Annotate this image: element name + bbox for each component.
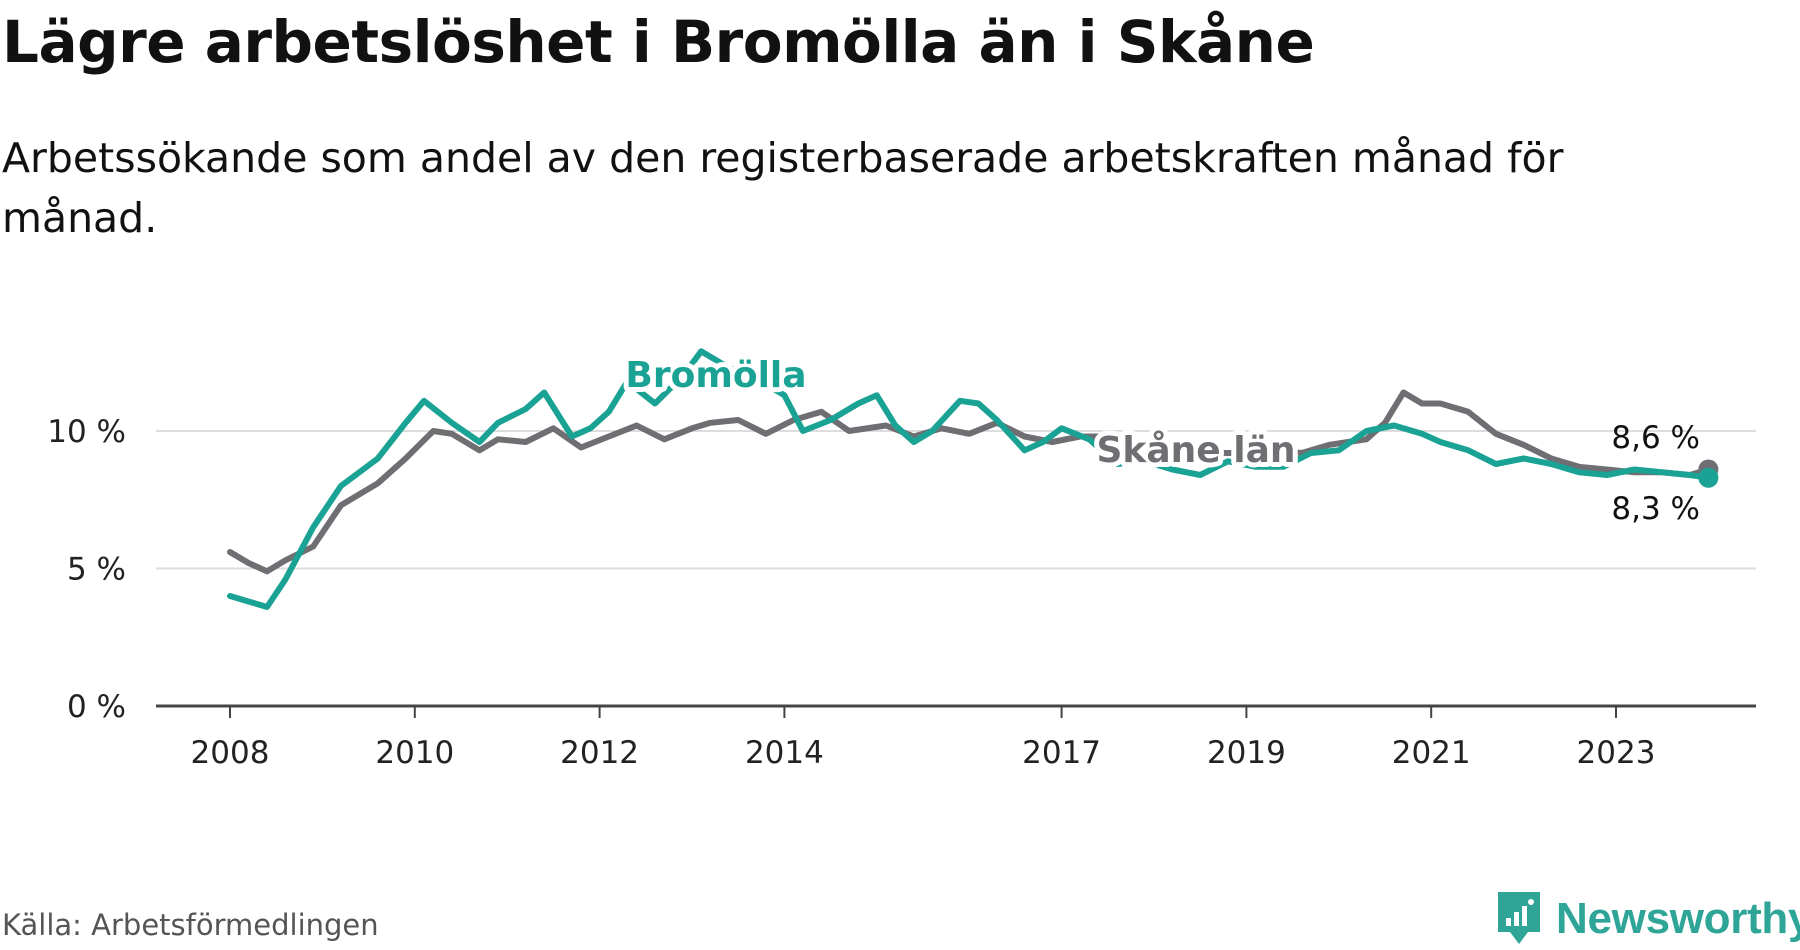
x-axis [156, 704, 1756, 718]
gridlines [156, 430, 1756, 570]
end-value-label-skane: 8,6 % [1611, 420, 1700, 456]
end-value-label-bromolla: 8,3 % [1611, 491, 1700, 527]
y-tick-label: 5 % [67, 552, 126, 588]
x-tick-label: 2012 [560, 735, 639, 771]
source-note: Källa: Arbetsförmedlingen [2, 908, 379, 942]
series-line-skane [227, 389, 1712, 575]
x-axis-tick-labels: 2008 2010 2012 2014 2017 2019 2021 2023 [191, 735, 1656, 771]
brand-logo: Newsworthy [1494, 888, 1800, 950]
series-lines [227, 348, 1719, 610]
x-tick-label: 2008 [191, 735, 270, 771]
end-point-bromolla [1698, 467, 1719, 488]
chart-title: Lägre arbetslöshet i Bromölla än i Skåne [2, 8, 1315, 76]
x-tick-label: 2021 [1392, 735, 1471, 771]
x-tick-label: 2023 [1577, 735, 1656, 771]
series-label-skane: Skåne län [1096, 430, 1295, 471]
y-tick-label: 10 % [47, 414, 126, 450]
series-labels: Skåne län 8,6 % Bromölla 8,3 % [620, 350, 1700, 527]
brand-name: Newsworthy [1556, 894, 1800, 943]
x-tick-label: 2019 [1207, 735, 1286, 771]
chart-subtitle: Arbetssökande som andel av den registerb… [2, 134, 1564, 242]
y-axis-tick-labels: 0 % 5 % 10 % [47, 414, 126, 725]
x-tick-label: 2010 [375, 735, 454, 771]
x-tick-label: 2017 [1022, 735, 1101, 771]
x-tick-label: 2014 [745, 735, 824, 771]
series-line-bromolla [227, 348, 1712, 610]
y-tick-label: 0 % [67, 689, 126, 725]
series-label-bromolla: Bromölla [625, 355, 806, 396]
newsworthy-logo-icon [1498, 892, 1540, 944]
